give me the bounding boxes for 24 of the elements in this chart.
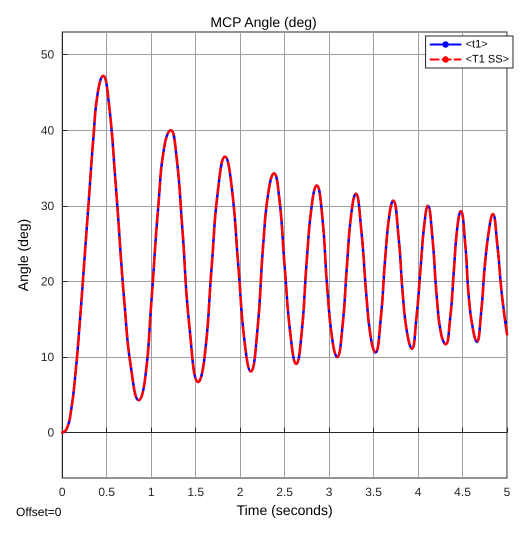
x-tick-label: 3.5 [365,485,382,499]
x-tick-label: 5 [504,485,511,499]
y-tick-label: 40 [40,123,55,138]
x-tick-label: 2.5 [276,485,294,499]
x-tick-label: 1.5 [187,485,204,499]
x-tick-label: 0.5 [98,485,116,499]
chart-title: MCP Angle (deg) [210,14,317,30]
y-tick-label: 0 [48,426,55,440]
y-tick-label: 30 [40,198,55,213]
x-axis-title: Time (seconds) [236,502,333,518]
text: Offset=0 [16,505,62,519]
y-axis-title: Angle (deg) [15,218,31,292]
legend-label: <t1> [466,38,488,50]
legend-label: <T1 SS> [466,54,510,66]
x-tick-label: 2 [236,485,244,499]
y-tick-label: 50 [40,48,55,62]
line-series [61,74,508,434]
x-tick-label: 0 [58,485,66,499]
x-tick-label: 1 [148,485,155,499]
y-tick-label: 20 [40,274,55,288]
x-tick-label: 4.5 [454,485,472,499]
y-tick-label: 10 [40,350,55,364]
x-tick-label: 4 [414,485,422,499]
x-tick-label: 3 [326,485,333,499]
